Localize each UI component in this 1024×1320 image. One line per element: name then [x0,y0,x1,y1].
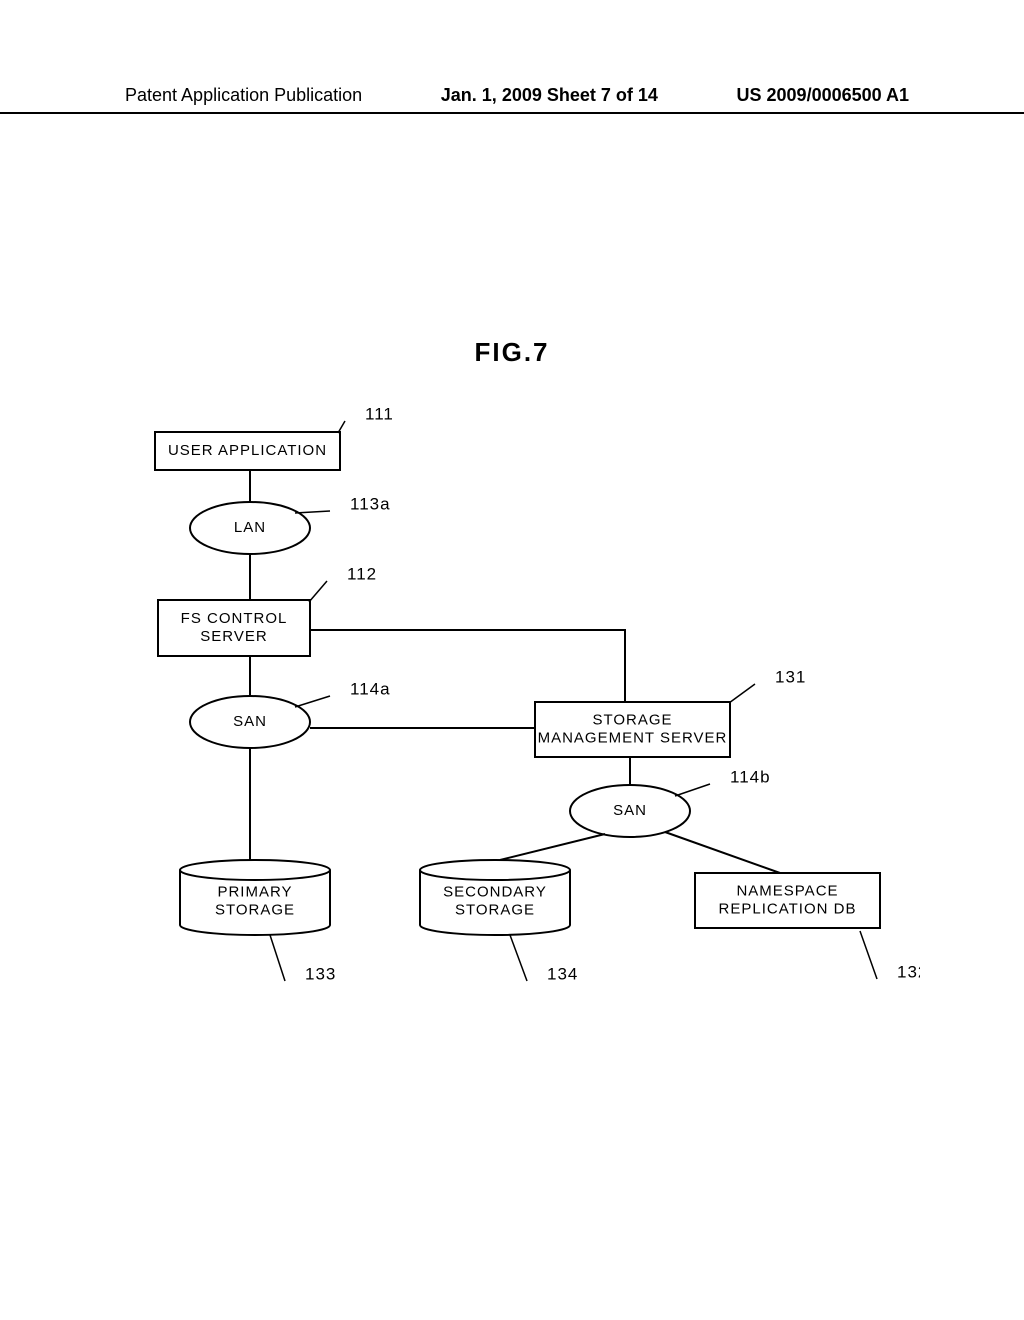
diagram-svg: USER APPLICATION 111 LAN 113a FS CONTROLSERV… [120,400,920,1000]
svg-text:NAMESPACEREPLICATION DB: NAMESPACEREPLICATION DB [719,882,857,917]
page: Patent Application Publication Jan. 1, 2… [0,0,1024,1320]
header-left: Patent Application Publication [125,85,362,106]
svg-text:112: 112 [347,564,377,583]
svg-text:114a: 114a [350,679,391,698]
figure-title: FIG.7 [0,337,1024,368]
svg-text:STORAGEMANAGEMENT SERVER: STORAGEMANAGEMENT SERVER [538,711,728,746]
svg-text:PRIMARYSTORAGE: PRIMARYSTORAGE [215,883,295,918]
svg-text:111: 111 [365,404,394,423]
svg-text:133: 133 [305,964,336,983]
svg-text:FS CONTROLSERVER: FS CONTROLSERVER [181,610,288,645]
svg-text:134: 134 [547,964,578,983]
svg-text:LAN: LAN [234,519,266,536]
header-row: Patent Application Publication Jan. 1, 2… [0,85,1024,106]
svg-text:USER APPLICATION: USER APPLICATION [168,442,327,459]
svg-text:113a: 113a [350,494,391,513]
svg-text:132: 132 [897,962,920,981]
header-right: US 2009/0006500 A1 [737,85,909,106]
page-header: Patent Application Publication Jan. 1, 2… [0,85,1024,114]
svg-text:131: 131 [775,667,806,686]
svg-text:114b: 114b [730,767,771,786]
svg-text:SECONDARYSTORAGE: SECONDARYSTORAGE [443,883,547,918]
header-center: Jan. 1, 2009 Sheet 7 of 14 [441,85,658,106]
svg-text:SAN: SAN [613,802,647,819]
svg-text:SAN: SAN [233,713,267,730]
